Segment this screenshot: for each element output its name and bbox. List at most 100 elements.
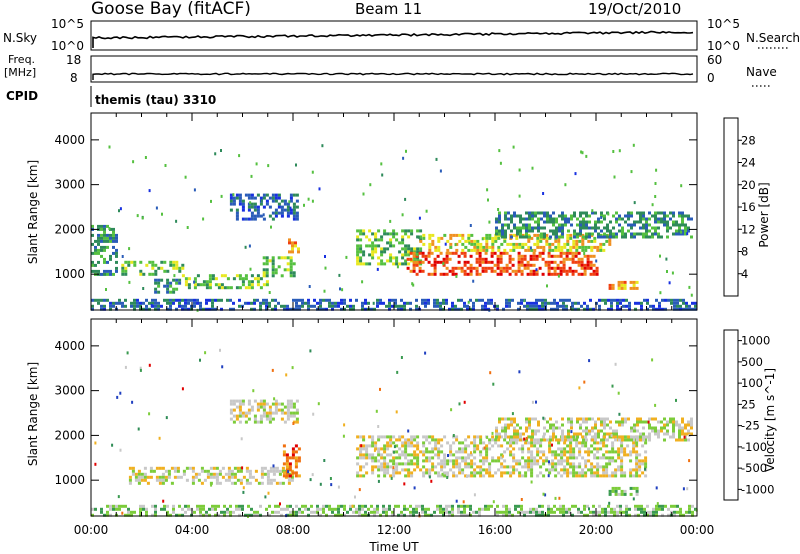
heatmap-cell	[691, 510, 694, 514]
heatmap-cell	[551, 453, 555, 457]
heatmap-cell	[452, 474, 456, 478]
heatmap-cell	[265, 411, 269, 415]
heatmap-cell	[286, 402, 290, 406]
heatmap-cell	[533, 233, 537, 237]
heatmap-cell	[554, 453, 558, 457]
heatmap-cell	[238, 402, 242, 406]
heatmap-cell	[660, 211, 663, 215]
heatmap-cell	[452, 441, 456, 445]
heatmap-cell	[580, 260, 584, 264]
heatmap-cell	[235, 208, 239, 212]
heatmap-cell	[592, 263, 596, 267]
heatmap-cell	[389, 465, 393, 469]
heatmap-cell	[517, 257, 521, 261]
heatmap-cell	[196, 274, 200, 278]
heatmap-cell	[476, 435, 480, 439]
heatmap-cell	[548, 460, 550, 464]
heatmap-cell	[584, 462, 588, 466]
heatmap-cell	[505, 269, 509, 273]
heatmap-cell	[137, 469, 141, 473]
heatmap-cell	[539, 456, 543, 460]
heatmap-cell	[502, 504, 505, 508]
heatmap-cell	[319, 482, 322, 486]
heatmap-cell	[567, 420, 570, 424]
heatmap-cell	[445, 257, 449, 261]
heatmap-cell	[413, 468, 417, 472]
heatmap-cell	[641, 471, 645, 475]
heatmap-cell	[449, 245, 453, 249]
heatmap-cell	[599, 474, 603, 478]
heatmap-cell	[664, 504, 667, 508]
heatmap-cell	[383, 229, 387, 233]
heatmap-cell	[508, 266, 512, 270]
heatmap-cell	[283, 307, 286, 311]
heatmap-cell	[400, 298, 403, 302]
heatmap-cell	[527, 465, 531, 469]
heatmap-cell	[272, 472, 276, 476]
heatmap-cell	[684, 226, 687, 230]
heatmap-cell	[404, 253, 408, 257]
heatmap-cell	[238, 199, 242, 203]
heatmap-cell	[627, 223, 630, 227]
heatmap-cell	[325, 298, 328, 302]
heatmap-cell	[611, 447, 615, 451]
heatmap-cell	[630, 232, 633, 236]
heatmap-cell	[538, 513, 541, 517]
heatmap-cell	[178, 281, 182, 285]
heatmap-cell	[412, 263, 416, 267]
heatmap-cell	[570, 223, 573, 227]
heatmap-cell	[319, 507, 322, 511]
heatmap-cell	[163, 504, 166, 508]
heatmap-cell	[259, 414, 263, 418]
heatmap-cell	[498, 211, 501, 215]
heatmap-cell	[221, 365, 224, 369]
heatmap-cell	[287, 470, 290, 474]
heatmap-cell	[616, 510, 619, 514]
heatmap-cell	[572, 450, 576, 454]
heatmap-cell	[401, 262, 405, 266]
heatmap-cell	[657, 420, 660, 424]
heatmap-cell	[392, 435, 396, 439]
heatmap-cell	[637, 513, 640, 517]
heatmap-cell	[603, 214, 606, 218]
heatmap-cell	[268, 405, 272, 409]
heatmap-cell	[449, 450, 453, 454]
heatmap-cell	[594, 229, 597, 233]
heatmap-cell	[463, 254, 467, 258]
heatmap-cell	[464, 456, 468, 460]
heatmap-cell	[636, 211, 639, 215]
heatmap-cell	[590, 245, 594, 249]
heatmap-cell	[428, 468, 432, 472]
heatmap-cell	[649, 304, 652, 308]
heatmap-cell	[579, 426, 582, 430]
heatmap-cell	[139, 504, 142, 508]
heatmap-cell	[620, 444, 624, 448]
heatmap-cell	[172, 301, 175, 305]
heatmap-cell	[643, 510, 646, 514]
heatmap-cell	[519, 232, 522, 236]
heatmap-cell	[303, 203, 305, 207]
heatmap-cell	[428, 236, 432, 240]
heatmap-cell	[455, 435, 459, 439]
heatmap-cell	[526, 263, 530, 267]
heatmap-cell	[106, 236, 109, 240]
heatmap-cell	[535, 304, 538, 308]
heatmap-cell	[512, 145, 515, 149]
heatmap-cell	[377, 238, 381, 242]
heatmap-cell	[149, 469, 153, 473]
heatmap-cell	[502, 510, 505, 514]
heatmap-cell	[497, 236, 501, 240]
heatmap-cell	[166, 287, 170, 291]
heatmap-cell	[215, 472, 219, 476]
heatmap-cell	[386, 468, 390, 472]
heatmap-cell	[518, 447, 522, 451]
heatmap-cell	[428, 456, 432, 460]
heatmap-cell	[543, 211, 546, 215]
heatmap-cell	[169, 307, 172, 311]
heatmap-cell	[672, 429, 675, 433]
heatmap-cell	[389, 453, 393, 457]
heatmap-cell	[610, 298, 613, 302]
heatmap-cell	[341, 288, 344, 292]
heatmap-cell	[256, 193, 260, 197]
heatmap-cell	[167, 469, 171, 473]
